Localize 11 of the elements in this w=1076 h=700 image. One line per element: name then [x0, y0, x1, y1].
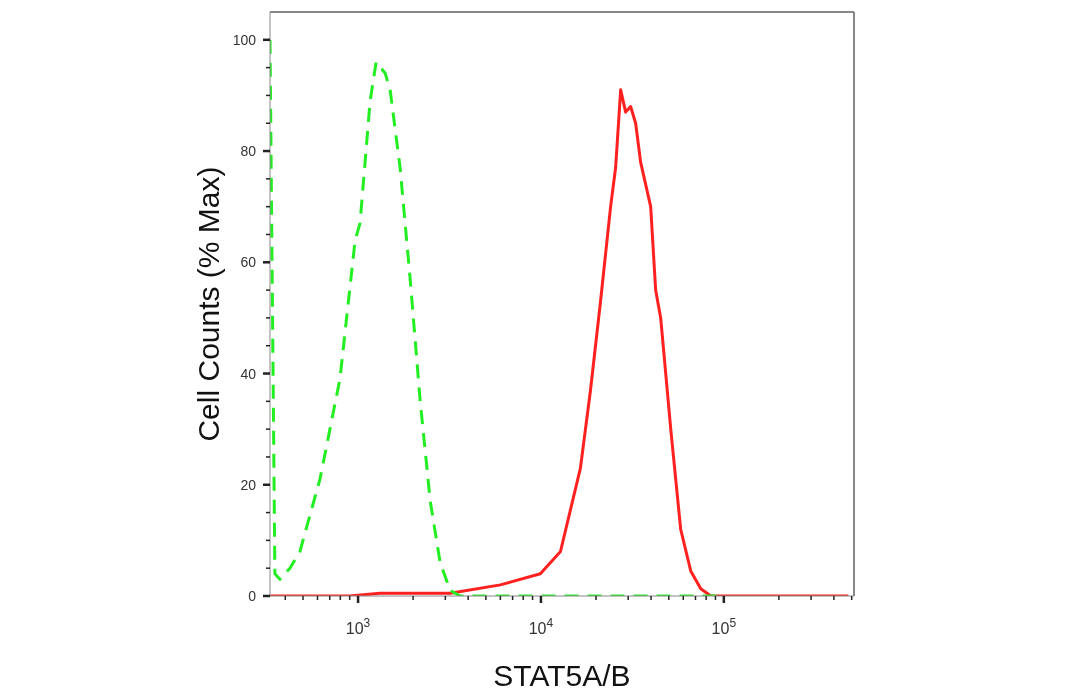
y-tick-label: 40: [240, 365, 257, 382]
y-axis-title: Cell Counts (% Max): [191, 166, 225, 442]
x-axis-title: STAT5A/B: [493, 659, 631, 692]
y-tick-label: 80: [240, 143, 257, 160]
x-tick-label: 10$^{5}$: [711, 616, 737, 637]
y-tick-label: 20: [240, 476, 257, 493]
x-tick-label: 10$^{3}$: [345, 616, 371, 637]
y-tick-label: 100: [232, 31, 257, 48]
y-tick-label: 0: [248, 588, 257, 604]
x-tick-label: 10$^{4}$: [528, 616, 554, 637]
y-tick-label: 60: [240, 254, 257, 271]
